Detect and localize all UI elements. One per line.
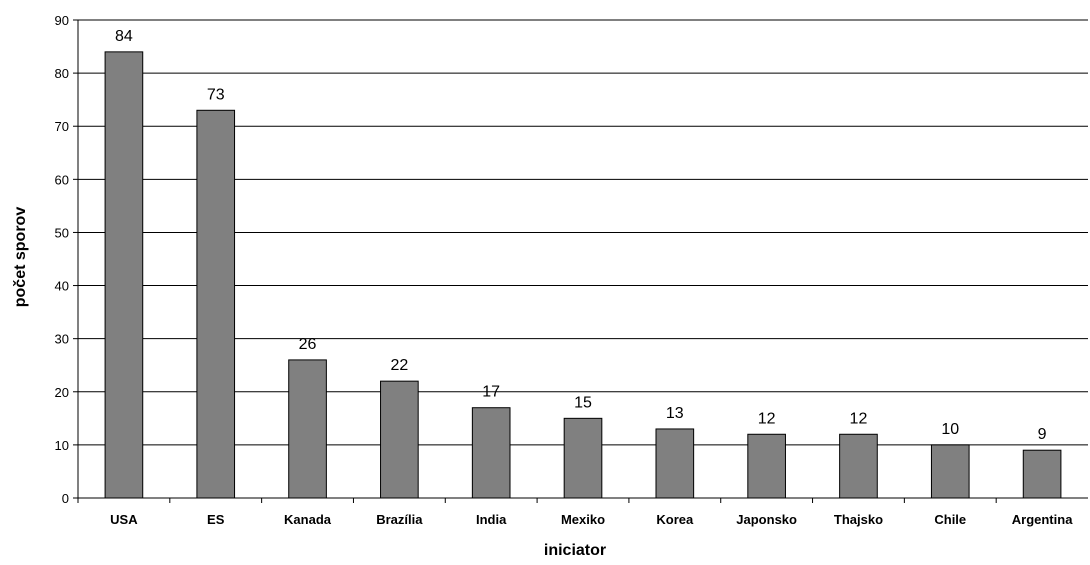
- bar: [839, 433, 878, 499]
- data-label: 10: [941, 421, 959, 438]
- x-tick-label: Argentina: [1012, 512, 1073, 527]
- x-tick-label: Mexiko: [561, 512, 605, 527]
- data-label: 13: [666, 405, 684, 422]
- bar: [104, 51, 144, 499]
- data-label: 17: [482, 384, 500, 401]
- bar: [196, 109, 236, 499]
- data-label: 22: [390, 357, 408, 374]
- y-tick-label: 30: [55, 332, 69, 347]
- bar: [563, 417, 603, 499]
- y-tick-label: 20: [55, 385, 69, 400]
- bar: [288, 359, 327, 499]
- x-tick-label: Japonsko: [736, 512, 797, 527]
- x-tick-label: Kanada: [284, 512, 332, 527]
- gridlines: [78, 19, 1088, 446]
- x-tick-label: India: [476, 512, 507, 527]
- y-tick-label: 70: [55, 119, 69, 134]
- bar: [1022, 449, 1062, 499]
- x-tick-labels: USA ES Kanada Brazília India Mexiko Korea Japon…: [110, 512, 1073, 527]
- x-tick-label: Thajsko: [834, 512, 883, 527]
- x-tick-label: Korea: [656, 512, 694, 527]
- y-tick-label: 80: [55, 66, 69, 81]
- y-tick-label: 60: [55, 172, 69, 187]
- bars: [104, 51, 1062, 499]
- x-tick-label: USA: [110, 512, 138, 527]
- data-label: 12: [850, 410, 868, 427]
- y-tick-label: 50: [55, 225, 69, 240]
- data-labels: 84 73 26 22 17 15 13 12 12 10 9: [115, 28, 1047, 443]
- bar: [380, 380, 419, 499]
- data-label: 73: [207, 86, 225, 103]
- y-tick-label: 10: [55, 438, 69, 453]
- y-tick-label: 40: [55, 279, 69, 294]
- x-tick-label: Chile: [934, 512, 966, 527]
- bar: [655, 428, 695, 499]
- x-tick-label: ES: [207, 512, 225, 527]
- data-label: 84: [115, 28, 133, 45]
- data-label: 9: [1038, 426, 1047, 443]
- axes: [73, 19, 1088, 503]
- data-label: 26: [299, 336, 317, 353]
- y-axis-title: počet sporov: [12, 207, 29, 308]
- y-tick-labels: 0 10 20 30 40 50 60 70 80 90: [55, 13, 69, 506]
- bar: [930, 444, 970, 499]
- x-tick-label: Brazília: [376, 512, 423, 527]
- bar: [471, 407, 511, 499]
- y-tick-label: 90: [55, 13, 69, 28]
- data-label: 15: [574, 394, 592, 411]
- data-label: 12: [758, 410, 776, 427]
- bar: [747, 433, 786, 499]
- y-tick-label: 0: [62, 491, 69, 506]
- x-axis-title: iniciator: [544, 542, 606, 559]
